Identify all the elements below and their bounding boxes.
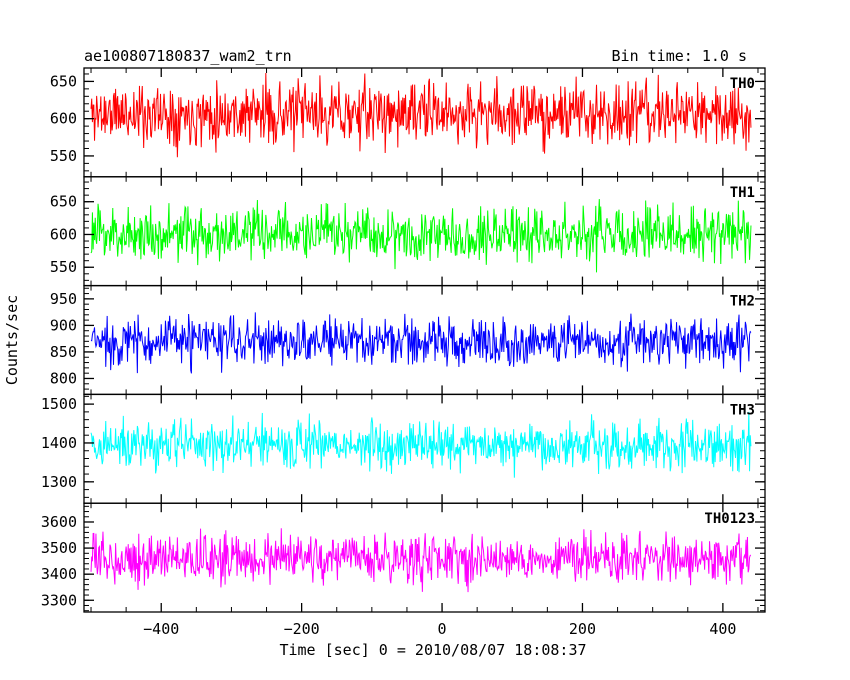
y-tick-label: 1500	[41, 395, 77, 413]
chart-title: ae100807180837_wam2_trn	[84, 47, 292, 65]
panel-th2: 800 850 900 950 TH2	[50, 284, 766, 396]
y-tick-label: 950	[50, 290, 77, 308]
y-tick-label: 800	[50, 369, 77, 387]
panel-label: TH3	[730, 402, 755, 418]
series-line-th1	[90, 199, 752, 273]
panel-label: TH1	[730, 185, 755, 201]
y-tick-label: 650	[50, 193, 77, 211]
x-tick-label: 400	[709, 620, 736, 638]
panel-th1: 550 600 650 TH1	[50, 176, 766, 287]
panel-th0: 550 600 650 TH0	[50, 67, 766, 178]
y-tick-label: 1300	[41, 473, 77, 491]
panels: 550 600 650 TH0 550 600 650 TH1 800 850 900 950 TH2 1…	[41, 67, 766, 638]
panel-th0123: 3300 3400 3500 3600 TH0123	[41, 502, 766, 613]
y-tick-label: 3500	[41, 539, 77, 557]
y-axis-label: Counts/sec	[3, 295, 21, 385]
bin-time-label: Bin time: 1.0 s	[612, 47, 747, 65]
panel-frame	[83, 67, 766, 178]
x-axis-label: Time [sec] 0 = 2010/08/07 18:08:37	[279, 641, 586, 659]
y-tick-label: 3300	[41, 591, 77, 609]
y-tick-label: 3400	[41, 565, 77, 583]
y-tick-label: 650	[50, 72, 77, 90]
panel-frame	[83, 502, 766, 613]
y-tick-label: 550	[50, 258, 77, 276]
panel-th3: 1300 1400 1500 TH3	[41, 393, 766, 504]
y-tick-label: 550	[50, 147, 77, 165]
series-line-th0	[90, 72, 752, 158]
y-tick-label: 1400	[41, 434, 77, 452]
panel-label: TH2	[730, 294, 755, 310]
y-tick-label: 600	[50, 110, 77, 128]
series-line-th2	[90, 312, 752, 374]
y-tick-label: 600	[50, 225, 77, 243]
panel-label: TH0123	[704, 511, 755, 527]
x-tick-label: 0	[438, 620, 447, 638]
y-tick-label: 3600	[41, 513, 77, 531]
panel-label: TH0	[730, 76, 755, 92]
y-tick-label: 900	[50, 316, 77, 334]
y-tick-label: 850	[50, 343, 77, 361]
series-line-th3	[90, 411, 752, 478]
x-tick-label: −400	[143, 620, 179, 638]
series-line-th0123	[90, 528, 752, 593]
x-tick-label: −200	[284, 620, 320, 638]
x-tick-label: 200	[569, 620, 596, 638]
